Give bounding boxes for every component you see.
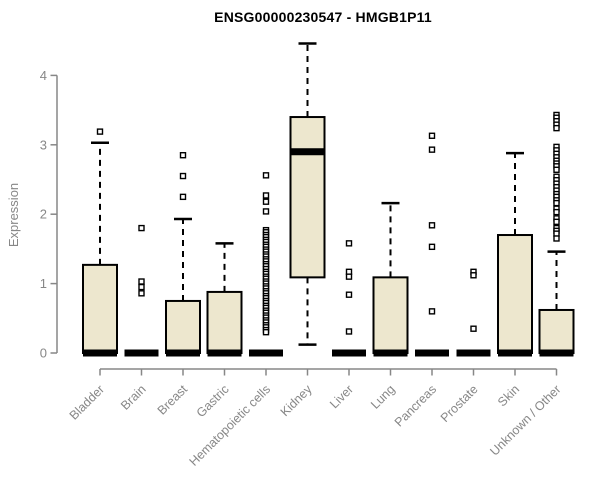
median-bar — [124, 349, 159, 357]
outlier-point — [345, 328, 353, 335]
median-bar — [415, 349, 449, 357]
y-tick-label: 3 — [40, 137, 47, 152]
box-lung — [372, 201, 409, 357]
box-rect — [206, 290, 243, 355]
median-bar — [83, 349, 117, 357]
outlier-point — [553, 208, 560, 216]
x-category-label: Prostate — [438, 382, 481, 425]
outlier-point — [345, 291, 353, 298]
outlier-point — [179, 172, 187, 180]
box-rect — [372, 276, 409, 355]
x-category-label: Unknown / Other — [487, 382, 563, 458]
x-category-label: Brain — [118, 382, 149, 413]
outlier-point — [553, 124, 560, 132]
box-rect — [289, 116, 326, 279]
box-gastric — [206, 242, 243, 357]
outlier-point — [345, 240, 353, 247]
outlier-point — [262, 192, 270, 199]
median-bar — [166, 349, 200, 357]
box-bladder — [82, 128, 118, 357]
box-breast — [165, 152, 201, 357]
median-bar — [207, 349, 242, 357]
median-bar — [332, 349, 366, 357]
box-rect — [165, 299, 201, 355]
box-pancreas — [415, 132, 449, 357]
box-rect — [82, 263, 118, 354]
outlier-point — [553, 166, 560, 173]
outlier-point — [179, 152, 187, 159]
outlier-point — [262, 198, 270, 205]
outlier-point — [138, 290, 145, 297]
median-bar — [456, 349, 491, 357]
box-hematopoietic-cells — [249, 172, 283, 357]
outlier-point — [96, 128, 104, 135]
outlier-point — [470, 325, 477, 332]
y-tick-label: 2 — [40, 207, 47, 222]
outlier-point — [553, 199, 560, 207]
y-tick-label: 1 — [40, 276, 47, 291]
x-category-label: Liver — [327, 382, 356, 411]
outlier-point — [262, 208, 270, 215]
chart-title: ENSG00000230547 - HMGB1P11 — [214, 9, 432, 25]
median-bar — [249, 349, 283, 357]
median-bar — [539, 349, 574, 357]
outlier-point — [138, 278, 145, 285]
median-bar — [290, 148, 325, 156]
outlier-point — [262, 172, 270, 179]
outlier-point — [553, 218, 560, 226]
x-category-label: Hematopoietic cells — [187, 382, 274, 469]
outlier-point — [428, 308, 436, 315]
outlier-point — [428, 146, 436, 153]
median-bar — [498, 349, 532, 357]
x-category-label: Lung — [368, 382, 398, 412]
outlier-point — [345, 273, 353, 280]
outlier-point — [428, 132, 436, 139]
outlier-point — [428, 243, 436, 251]
y-tick-label: 0 — [40, 346, 47, 361]
x-category-label: Kidney — [278, 382, 315, 419]
box-prostate — [456, 268, 491, 357]
outlier-point — [138, 283, 145, 291]
outlier-point — [470, 272, 477, 279]
outlier-point — [262, 328, 270, 336]
outlier-point — [179, 193, 187, 201]
x-category-label: Bladder — [67, 382, 107, 422]
box-rect — [538, 308, 575, 354]
outlier-point — [428, 222, 436, 229]
x-category-label: Gastric — [194, 382, 232, 420]
box-kidney — [289, 42, 326, 346]
outlier-point — [138, 224, 145, 232]
box-unknown-other — [538, 111, 575, 357]
box-brain — [124, 224, 159, 357]
outlier-point — [553, 235, 560, 242]
box-rect — [497, 234, 533, 355]
x-category-label: Breast — [155, 382, 191, 418]
x-category-label: Pancreas — [392, 382, 439, 429]
x-category-label: Skin — [495, 382, 522, 409]
median-bar — [373, 349, 408, 357]
box-liver — [332, 240, 366, 357]
box-skin — [497, 151, 533, 357]
y-tick-label: 4 — [40, 68, 47, 83]
